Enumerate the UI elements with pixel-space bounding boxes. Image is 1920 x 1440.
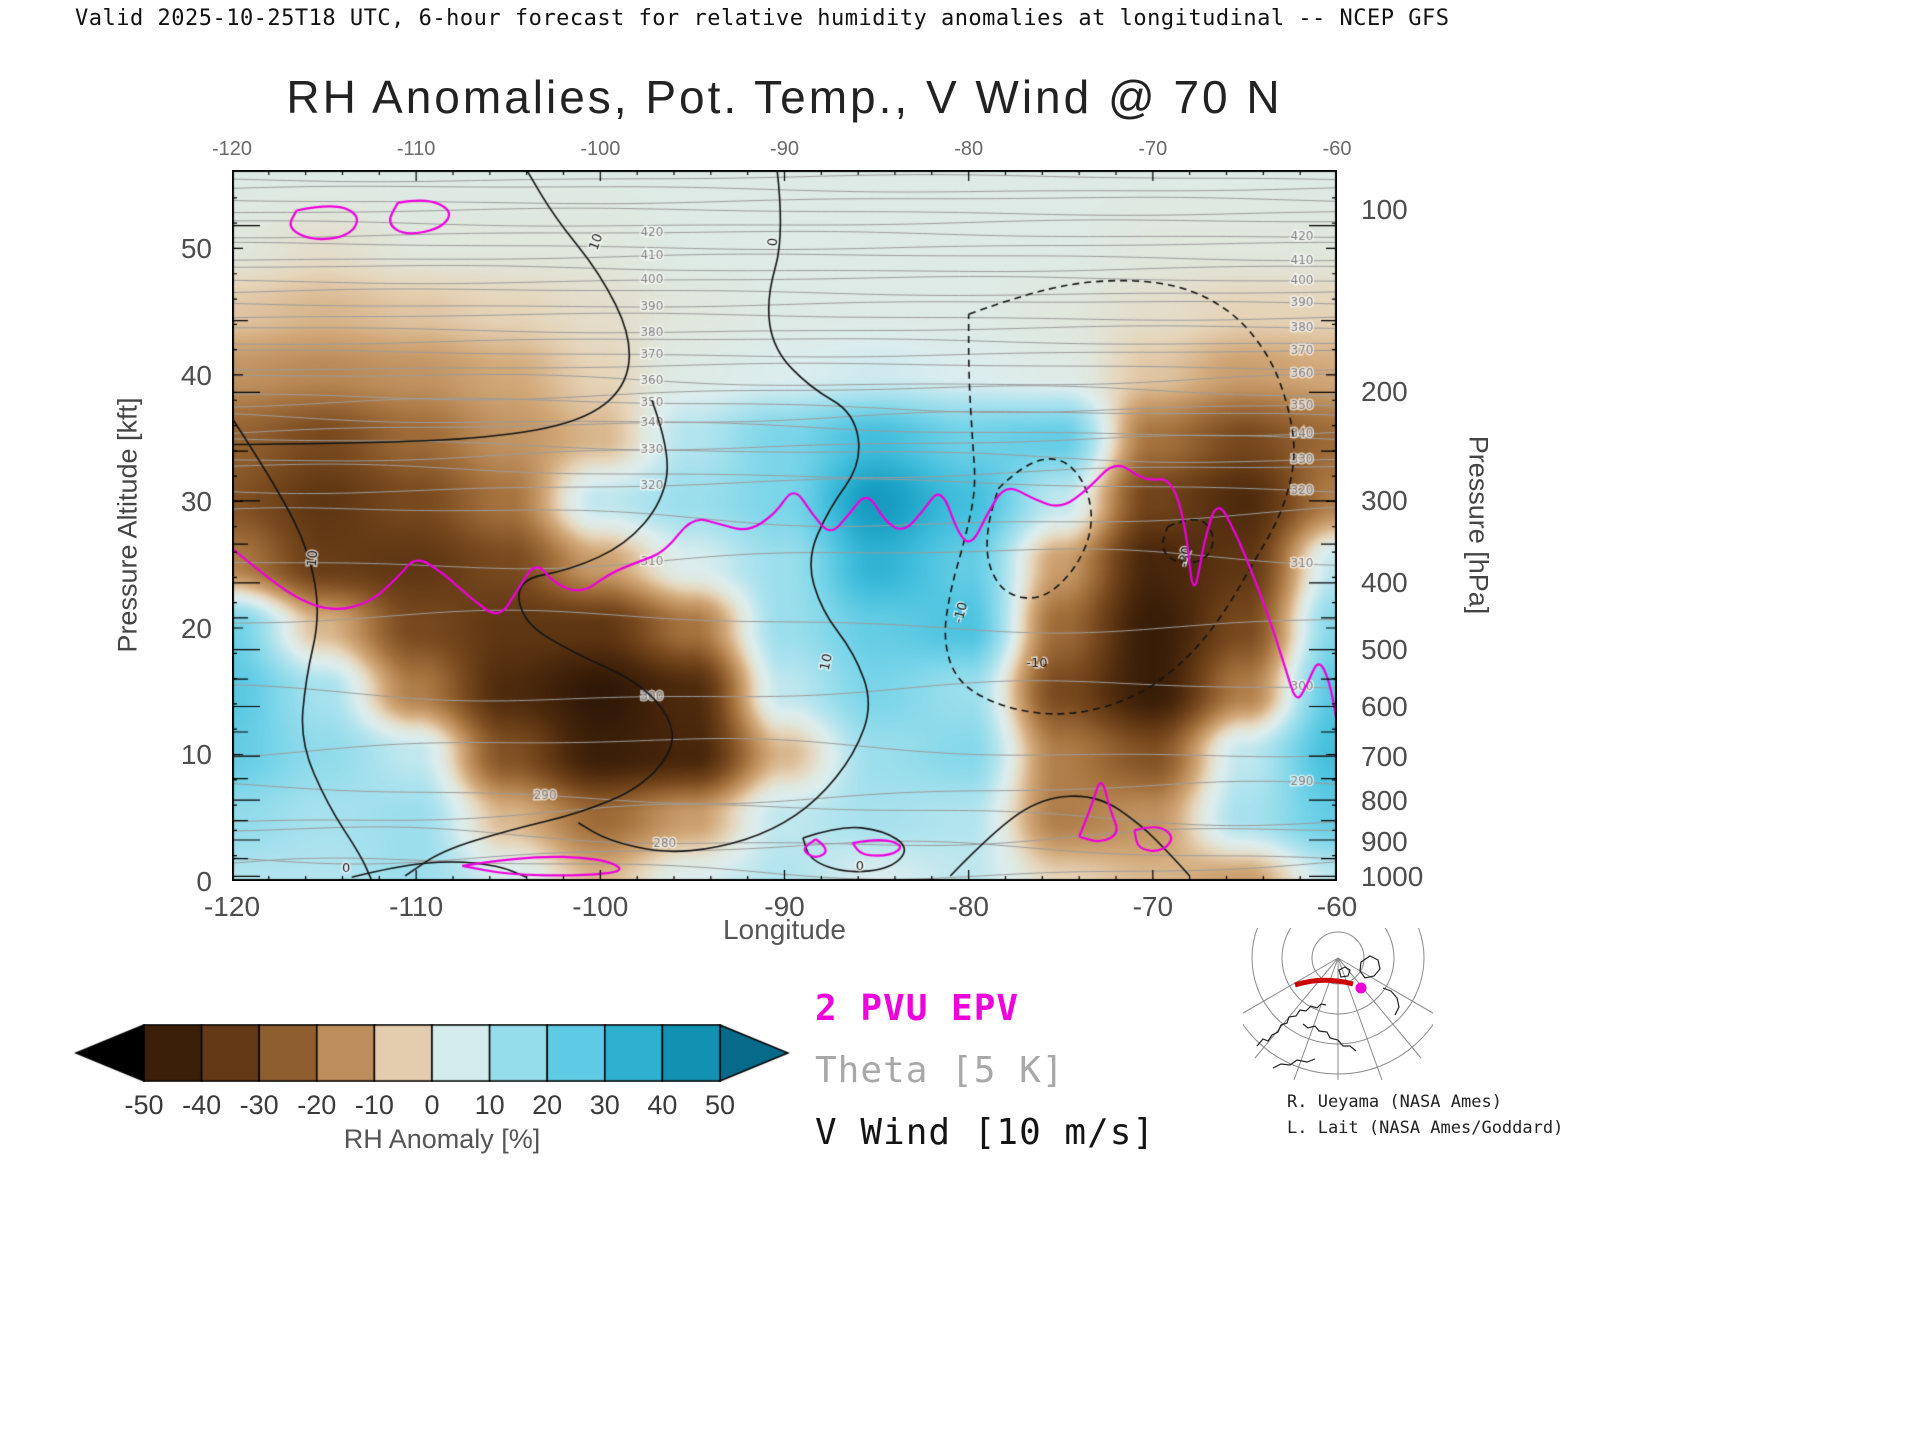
y-tick-label-right: 300 [1361, 485, 1408, 517]
colorbar-tick-label: 20 [532, 1090, 563, 1120]
y-tick-label-right: 700 [1361, 740, 1408, 772]
credit-line-2: L. Lait (NASA Ames/Goddard) [1287, 1118, 1564, 1138]
y-tick-label-right: 900 [1361, 825, 1408, 857]
y-tick-label-right: 600 [1361, 691, 1408, 723]
x-tick-label-top: -120 [211, 138, 253, 160]
x-tick-label-bottom: -90 [764, 891, 805, 922]
inset-graticule [1243, 928, 1433, 1080]
colorbar-tick-label: 50 [704, 1090, 736, 1120]
colorbar-tick-label: -30 [239, 1090, 279, 1120]
y-tick-label-left: 40 [180, 359, 212, 391]
x-tick-label-bottom: -100 [572, 891, 629, 922]
x-tick-label-top: -80 [954, 138, 984, 160]
x-tick-label-bottom: -110 [389, 891, 444, 922]
x-tick-label-top: -70 [1138, 138, 1168, 160]
y-axis-label-right: Pressure [hPa] [1463, 435, 1494, 615]
y-tick-label-left: 50 [180, 233, 212, 265]
colorbar-tick-label: 10 [474, 1090, 505, 1120]
colorbar-tick-label: 40 [647, 1090, 678, 1120]
y-tick-label-right: 500 [1361, 634, 1408, 666]
y-tick-label-right: 100 [1361, 194, 1408, 226]
colorbar-tick-label: -20 [297, 1090, 337, 1120]
plot-canvas [232, 170, 1337, 881]
y-tick-label-left: 30 [180, 486, 212, 518]
y-tick-label-right: 800 [1361, 785, 1408, 817]
y-tick-label-left: 0 [196, 866, 212, 897]
legend-theta-label: Theta [5 K] [815, 1050, 1065, 1091]
colorbar-tick-label: -40 [182, 1090, 222, 1120]
colorbar-tick-label: 30 [589, 1090, 620, 1120]
y-tick-label-right: 200 [1361, 376, 1408, 408]
legend-epv-label: 2 PVU EPV [815, 988, 1020, 1029]
colorbar-tick-label: -50 [124, 1090, 164, 1120]
x-tick-label-top: -100 [580, 138, 621, 160]
valid-line: Valid 2025-10-25T18 UTC, 6-hour forecast… [75, 6, 1450, 31]
colorbar [74, 1024, 790, 1082]
colorbar-label: RH Anomaly [%] [343, 1124, 541, 1154]
x-tick-label-bottom: -60 [1316, 891, 1358, 922]
x-tick-label-bottom: -80 [948, 891, 989, 922]
credit-line-1: R. Ueyama (NASA Ames) [1287, 1092, 1502, 1112]
x-tick-label-bottom: -70 [1132, 891, 1174, 922]
x-tick-label-bottom: -120 [203, 891, 261, 922]
legend-vwind-label: V Wind [10 m/s] [815, 1112, 1156, 1153]
colorbar-tick-label: 0 [424, 1090, 440, 1120]
y-tick-label-left: 20 [180, 612, 212, 644]
x-tick-label-top: -110 [396, 138, 436, 160]
x-axis-label: Longitude [722, 914, 846, 945]
inset-cross-section-line [1294, 977, 1354, 988]
colorbar-tick-label: -10 [354, 1090, 394, 1120]
y-tick-label-right: 1000 [1361, 860, 1424, 892]
x-tick-label-top: -60 [1322, 138, 1352, 160]
inset-map [1243, 928, 1433, 1080]
y-tick-label-left: 10 [180, 739, 212, 771]
x-tick-label-top: -90 [770, 138, 799, 160]
chart-title: RH Anomalies, Pot. Temp., V Wind @ 70 N [286, 71, 1283, 123]
inset-coastline [1256, 955, 1400, 1069]
inset-location-dot [1355, 982, 1367, 994]
y-tick-label-right: 400 [1361, 567, 1408, 599]
